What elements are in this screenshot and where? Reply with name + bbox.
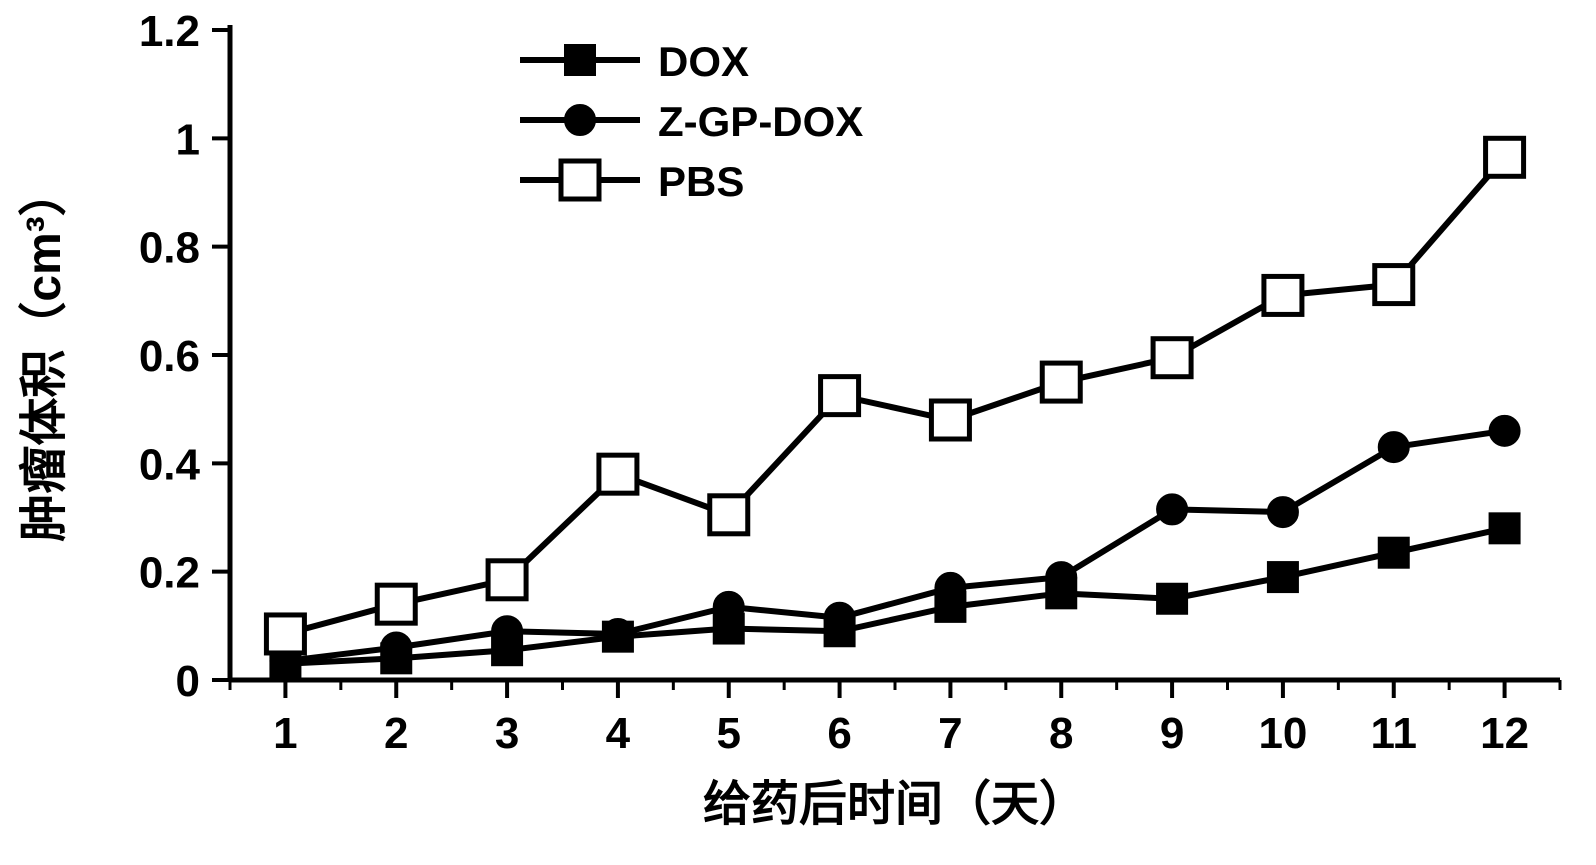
y-tick-label: 1 [176,115,200,164]
x-tick-label: 11 [1370,709,1417,758]
y-tick-label: 0.2 [139,549,200,598]
x-tick-label: 4 [606,709,631,758]
x-tick-label: 12 [1480,709,1529,758]
y-tick-label: 1.2 [139,7,200,56]
chart-svg: 00.20.40.60.811.2123456789101112肿瘤体积（cm³… [0,0,1596,865]
tumor-volume-chart: 00.20.40.60.811.2123456789101112肿瘤体积（cm³… [0,0,1596,865]
x-tick-label: 7 [938,709,962,758]
y-tick-label: 0.6 [139,332,200,381]
x-tick-label: 3 [495,709,519,758]
y-tick-label: 0 [176,657,200,706]
x-tick-label: 2 [384,709,408,758]
y-tick-label: 0.8 [139,224,200,273]
x-axis-label: 给药后时间（天） [703,778,1087,831]
x-tick-label: 6 [827,709,851,758]
x-tick-label: 9 [1160,709,1184,758]
legend-label-Z-GP-DOX: Z-GP-DOX [658,98,863,145]
y-axis-label: 肿瘤体积（cm³） [18,168,71,541]
x-tick-label: 10 [1258,709,1307,758]
x-tick-label: 5 [717,709,741,758]
x-tick-label: 8 [1049,709,1073,758]
y-tick-label: 0.4 [139,440,201,489]
x-tick-label: 1 [273,709,297,758]
legend-label-PBS: PBS [658,158,744,205]
legend-label-DOX: DOX [658,38,749,85]
